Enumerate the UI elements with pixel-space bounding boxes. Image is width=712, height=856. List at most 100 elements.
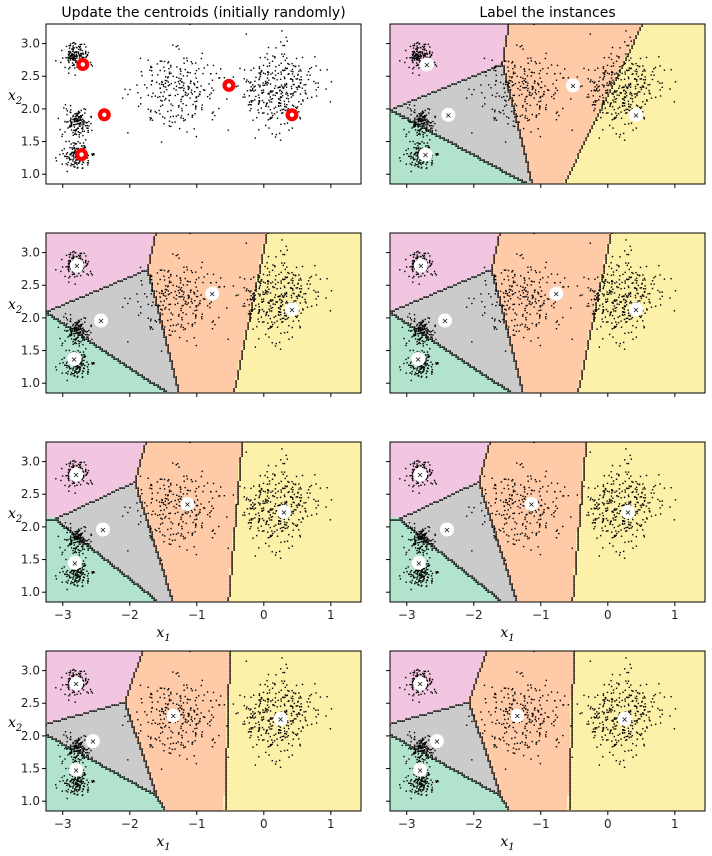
instance-point — [75, 147, 77, 150]
instance-point — [627, 53, 630, 55]
instance-point — [659, 95, 662, 97]
instance-point — [253, 299, 255, 301]
instance-point — [266, 53, 268, 55]
instance-point — [419, 338, 421, 341]
instance-point — [533, 82, 536, 84]
instance-point — [266, 293, 268, 295]
instance-point — [674, 81, 677, 83]
instance-point — [423, 370, 425, 372]
instance-point — [285, 293, 288, 295]
instance-point — [629, 106, 632, 108]
instance-point — [82, 560, 85, 562]
instance-point — [419, 371, 421, 373]
instance-point — [274, 57, 276, 59]
instance-point — [512, 277, 514, 279]
instance-point — [284, 77, 286, 80]
centroid-3 — [67, 352, 82, 367]
instance-point — [505, 313, 508, 315]
instance-point — [159, 278, 161, 281]
instance-point — [602, 338, 604, 340]
instance-point — [80, 571, 83, 574]
instance-point — [85, 265, 87, 268]
instance-point — [72, 463, 74, 465]
instance-point — [84, 321, 86, 323]
instance-point — [193, 292, 196, 294]
instance-point — [269, 300, 272, 302]
instance-point — [83, 56, 85, 59]
instance-point — [189, 280, 191, 283]
instance-point — [288, 272, 290, 275]
instance-point — [76, 167, 79, 169]
instance-point — [641, 295, 643, 297]
instance-point — [285, 97, 288, 100]
instance-point — [286, 103, 288, 106]
instance-point — [190, 91, 193, 94]
instance-point — [413, 59, 416, 61]
instance-point — [606, 82, 608, 84]
instance-point — [266, 262, 268, 264]
instance-point — [182, 520, 184, 523]
instance-point — [76, 128, 78, 130]
instance-point — [424, 252, 427, 255]
instance-point — [82, 262, 85, 264]
instance-point — [417, 330, 419, 332]
instance-point — [76, 484, 78, 486]
instance-point — [480, 293, 482, 295]
instance-point — [528, 119, 531, 121]
instance-point — [82, 363, 84, 365]
instance-point — [519, 254, 521, 257]
instance-point — [285, 67, 288, 70]
instance-point — [639, 78, 641, 80]
instance-point — [246, 79, 248, 81]
instance-point — [195, 487, 198, 490]
instance-point — [421, 147, 423, 150]
instance-point — [434, 116, 436, 119]
instance-point — [629, 293, 632, 295]
instance-point — [525, 295, 527, 298]
instance-point — [79, 334, 81, 336]
instance-point — [414, 320, 416, 323]
instance-point — [181, 96, 183, 98]
instance-point — [227, 547, 229, 549]
instance-point — [206, 273, 209, 275]
instance-point — [87, 371, 90, 373]
instance-point — [421, 350, 423, 352]
instance-point — [494, 66, 496, 69]
instance-point — [407, 148, 409, 150]
y-tick-label: 1.0 — [21, 376, 40, 390]
instance-point — [272, 90, 274, 92]
centroid-2 — [437, 313, 452, 328]
instance-point — [77, 336, 79, 338]
instance-point — [538, 281, 541, 284]
instance-point — [247, 313, 250, 315]
instance-point — [187, 489, 189, 492]
instance-point — [214, 323, 216, 326]
instance-point — [629, 93, 631, 95]
instance-point — [429, 55, 432, 58]
instance-point — [71, 480, 74, 482]
instance-point — [193, 508, 196, 511]
instance-point — [421, 339, 423, 342]
instance-point — [246, 90, 249, 92]
instance-point — [602, 281, 604, 283]
instance-point — [184, 91, 187, 94]
instance-point — [636, 94, 638, 97]
instance-point — [168, 334, 170, 336]
instance-point — [525, 107, 527, 110]
instance-point — [625, 69, 628, 71]
instance-point — [421, 365, 424, 367]
instance-point — [614, 73, 616, 75]
instance-point — [199, 508, 201, 511]
instance-point — [276, 301, 279, 303]
instance-point — [626, 321, 628, 323]
instance-point — [602, 320, 604, 323]
instance-point — [523, 296, 526, 298]
instance-point — [79, 534, 81, 537]
instance-point — [610, 65, 613, 68]
instance-point — [137, 314, 140, 317]
instance-point — [632, 282, 634, 284]
instance-point — [193, 337, 195, 339]
instance-point — [73, 328, 76, 330]
instance-point — [149, 529, 152, 531]
instance-point — [67, 471, 70, 474]
